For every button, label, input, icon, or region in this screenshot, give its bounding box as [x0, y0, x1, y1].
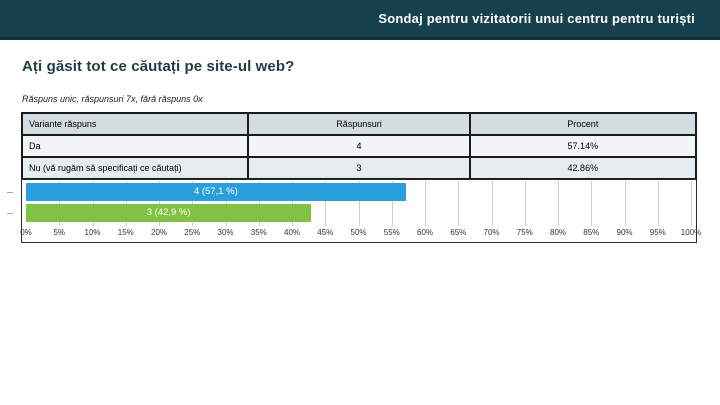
table-row: Da 4 57.14%: [20, 134, 698, 158]
column-header-variants: Variante răspuns: [20, 112, 250, 136]
gridline: [325, 181, 327, 226]
x-tick-label: 70%: [483, 228, 500, 237]
chart-plot: 4 (57,1 %) 3 (42,9 %): [26, 180, 692, 226]
x-tick-label: 75%: [516, 228, 533, 237]
header-bar: Sondaj pentru vizitatorii unui centru pe…: [0, 0, 720, 40]
table-header-row: Variante răspuns Răspunsuri Procent: [20, 112, 698, 136]
cell-variant: Nu (vă rugăm să specificați ce căutați): [20, 156, 250, 180]
chart-bar-nu: 3 (42,9 %): [26, 204, 312, 222]
x-tick-label: 35%: [250, 228, 267, 237]
y-axis-tick: [7, 213, 13, 214]
results-table: Variante răspuns Răspunsuri Procent Da 4…: [20, 112, 698, 180]
cell-answers: 4: [247, 134, 471, 158]
x-tick-label: 20%: [150, 228, 168, 237]
gridline: [425, 181, 426, 226]
x-tick-label: 10%: [84, 228, 101, 237]
gridline: [292, 181, 293, 226]
x-tick-label: 50%: [350, 228, 367, 237]
bar-chart: 4 (57,1 %) 3 (42,9 %) 0% 5% 10% 15% 20% 25% 30…: [0, 179, 720, 245]
question-meta: Răspuns unic, răspunsuri 7x, fără răspun…: [22, 94, 203, 104]
x-tick-label: 25%: [184, 228, 201, 237]
chart-axis: 0% 5% 10% 15% 20% 25% 30% 35% 40% 45% 50% 55% 60% 65%…: [20, 228, 701, 240]
gridline: [59, 181, 61, 226]
gridline: [524, 181, 526, 226]
x-tick-label: 5%: [53, 228, 66, 237]
x-tick-label: 60%: [416, 228, 434, 237]
gridline: [624, 181, 626, 226]
gridline: [558, 181, 559, 226]
gridline: [591, 181, 593, 226]
survey-title: Sondaj pentru vizitatorii unui centru pe…: [378, 11, 695, 26]
cell-percent: 57.14%: [468, 134, 698, 158]
chart-bar-da: 4 (57,1 %): [26, 183, 406, 201]
column-header-percent: Procent: [468, 112, 698, 136]
cell-percent: 42.86%: [468, 156, 698, 180]
cell-answers: 3: [247, 156, 471, 180]
x-tick-label: 65%: [450, 228, 467, 237]
gridline: [125, 181, 127, 226]
gridline: [458, 181, 460, 226]
x-tick-label: 45%: [317, 228, 334, 237]
gridline: [691, 181, 692, 226]
question-title: Ați găsit tot ce căutați pe site-ul web?: [22, 58, 295, 75]
x-tick-label: 40%: [283, 228, 301, 237]
chart-area: 4 (57,1 %) 3 (42,9 %) 0% 5% 10% 15% 20% 25% 30…: [20, 179, 701, 243]
x-tick-label: 30%: [217, 228, 234, 237]
gridline: [657, 181, 659, 226]
gridline: [258, 181, 260, 226]
gridline: [491, 181, 493, 226]
x-tick-label: 80%: [549, 228, 567, 237]
x-tick-label: 95%: [649, 228, 666, 237]
x-tick-label: 0%: [20, 228, 32, 237]
gridline: [159, 181, 160, 226]
gridline: [92, 181, 94, 226]
x-tick-label: 90%: [616, 228, 633, 237]
x-tick-label: 55%: [383, 228, 400, 237]
x-tick-label: 100%: [680, 228, 702, 237]
column-header-answers: Răspunsuri: [247, 112, 471, 136]
gridline: [192, 181, 194, 226]
y-axis-tick: [7, 192, 13, 193]
cell-variant: Da: [20, 134, 250, 158]
table-row: Nu (vă rugăm să specificați ce căutați) …: [20, 156, 698, 180]
gridline: [225, 181, 227, 226]
gridline: [358, 181, 360, 226]
gridline: [391, 181, 393, 226]
x-tick-label: 15%: [117, 228, 134, 237]
x-tick-label: 85%: [583, 228, 600, 237]
